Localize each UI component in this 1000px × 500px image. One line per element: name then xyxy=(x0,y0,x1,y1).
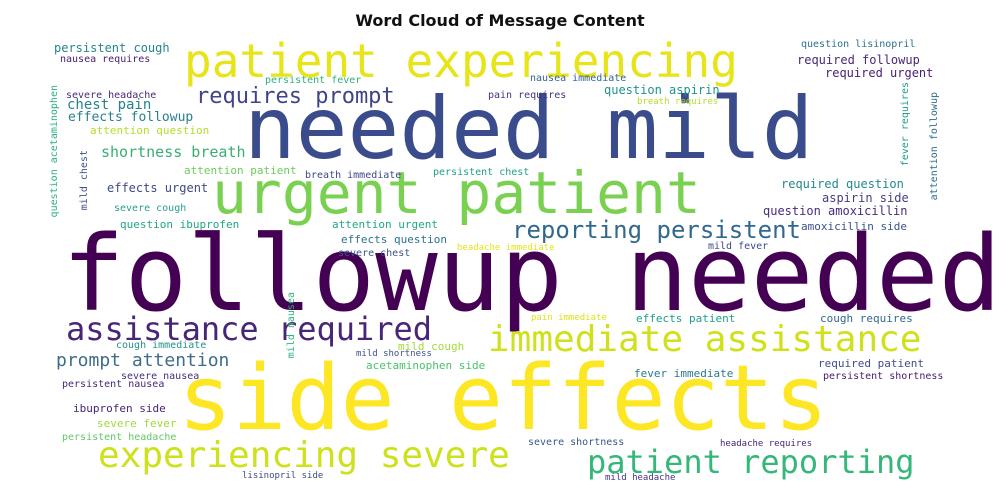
word-cloud-word: required patient xyxy=(818,357,924,370)
word-cloud-word: required urgent xyxy=(825,66,934,80)
word-cloud-word: effects urgent xyxy=(107,181,209,195)
word-cloud-word: severe chest xyxy=(338,248,411,259)
word-cloud-word: required followup xyxy=(797,53,920,67)
word-cloud-word: question acetaminophen xyxy=(49,85,60,218)
word-cloud-word: headache requires xyxy=(720,439,813,449)
word-cloud-word: ibuprofen side xyxy=(73,402,166,415)
word-cloud-word: pain requires xyxy=(488,90,567,101)
word-cloud-word: side effects xyxy=(178,346,829,451)
word-cloud-word: required question xyxy=(781,177,904,191)
word-cloud-word: persistent shortness xyxy=(823,371,944,382)
word-cloud-word: requires prompt xyxy=(196,84,395,109)
word-cloud-word: patient experiencing xyxy=(184,34,738,88)
word-cloud-word: question aspirin xyxy=(604,83,720,97)
word-cloud-word: effects question xyxy=(341,233,447,246)
word-cloud-word: persistent fever xyxy=(265,75,362,86)
word-cloud-word: prompt attention xyxy=(56,350,230,371)
word-cloud-word: severe fever xyxy=(97,417,177,430)
word-cloud-word: nausea requires xyxy=(60,54,151,65)
word-cloud-word: cough immediate xyxy=(116,340,207,351)
word-cloud-word: mild chest xyxy=(79,150,90,211)
word-cloud-word: immediate assistance xyxy=(488,319,922,360)
word-cloud-word: mild fever xyxy=(708,241,769,252)
word-cloud-word: effects patient xyxy=(636,312,736,325)
word-cloud-word: persistent cough xyxy=(54,41,170,55)
word-cloud-word: experiencing severe xyxy=(98,435,510,476)
word-cloud-word: fever requires xyxy=(900,82,911,167)
word-cloud-word: acetaminophen side xyxy=(366,359,486,372)
word-cloud-word: attention urgent xyxy=(332,218,438,231)
word-cloud-word: severe cough xyxy=(114,203,187,214)
word-cloud-word: lisinopril side xyxy=(242,471,324,481)
word-cloud-word: question amoxicillin xyxy=(763,204,908,218)
word-cloud-word: breath immediate xyxy=(305,170,402,181)
word-cloud-word: assistance required xyxy=(66,310,433,348)
word-cloud-word: amoxicillin side xyxy=(801,220,907,233)
word-cloud-word: attention question xyxy=(90,124,210,137)
word-cloud-word: attention patient xyxy=(184,164,297,177)
word-cloud-word: severe headache xyxy=(66,90,157,101)
word-cloud-word: effects followup xyxy=(68,110,194,125)
word-cloud-word: needed mild xyxy=(244,79,814,179)
word-cloud-word: attention followup xyxy=(929,92,940,201)
chart-title: Word Cloud of Message Content xyxy=(355,11,645,30)
word-cloud-word: aspirin side xyxy=(822,191,909,205)
word-cloud-word: followup needed xyxy=(62,213,1000,335)
word-cloud-word: urgent patient xyxy=(212,159,701,227)
word-cloud-word: breath requires xyxy=(637,97,719,107)
word-cloud-word: persistent headache xyxy=(62,432,177,443)
word-cloud-word: headache immediate xyxy=(457,243,555,253)
word-cloud-word: mild headache xyxy=(605,473,676,483)
word-cloud-word: shortness breath xyxy=(101,143,246,161)
word-cloud-word: persistent nausea xyxy=(62,379,165,390)
word-cloud-word: reporting persistent xyxy=(512,216,801,244)
word-cloud-word: mild cough xyxy=(398,340,465,353)
word-cloud-word: severe nausea xyxy=(121,371,200,382)
word-cloud-word: nausea immediate xyxy=(530,73,627,84)
word-cloud-word: mild nausea xyxy=(286,292,297,359)
word-cloud-word: question lisinopril xyxy=(801,39,916,50)
word-cloud-word: cough requires xyxy=(820,312,913,325)
word-cloud-word: mild shortness xyxy=(356,349,432,359)
word-cloud-word: persistent chest xyxy=(433,167,530,178)
word-cloud-word: chest pain xyxy=(67,97,152,113)
word-cloud-word: severe shortness xyxy=(528,437,625,448)
word-cloud-word: patient reporting xyxy=(587,443,915,481)
word-cloud: followup needed side effects needed mild ur… xyxy=(49,34,1000,488)
word-cloud-word: pain immediate xyxy=(531,313,607,323)
word-cloud-word: question ibuprofen xyxy=(120,218,240,231)
word-cloud-word: fever immediate xyxy=(634,367,734,380)
